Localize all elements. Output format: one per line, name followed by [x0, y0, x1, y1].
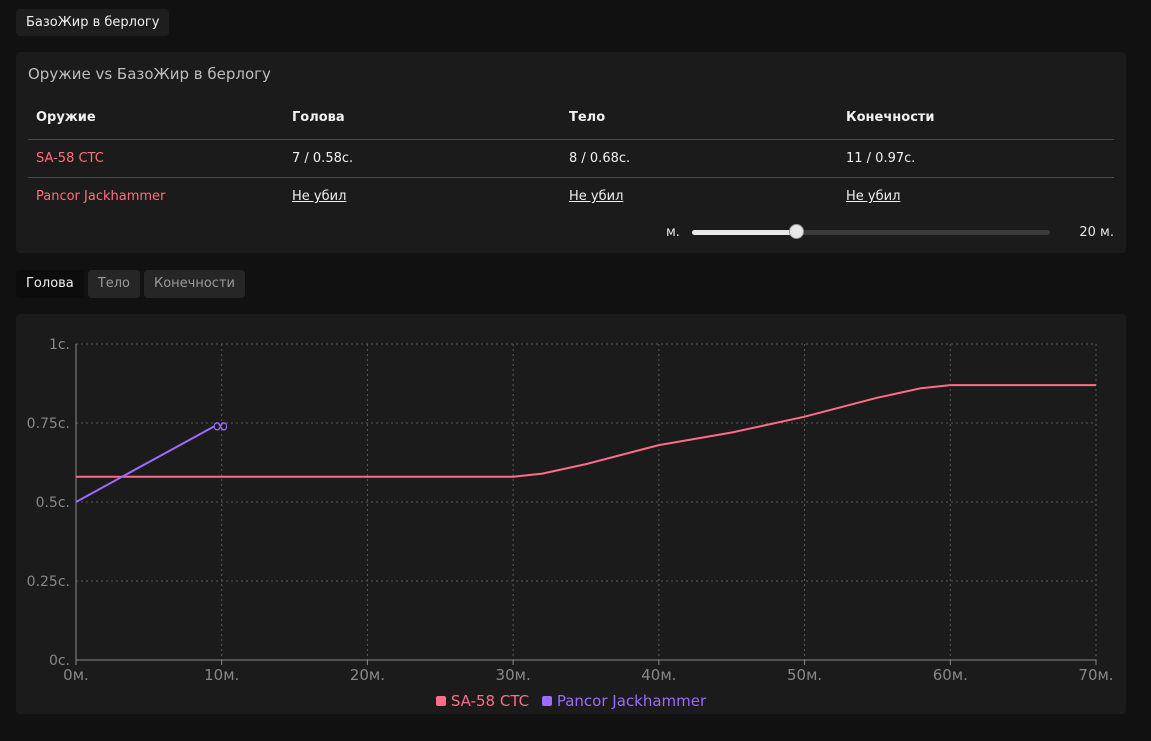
column-header-body: Тело	[561, 95, 838, 140]
range-value-label: 20 м.	[1079, 225, 1114, 240]
legend-item-jackhammer[interactable]: Pancor Jackhammer	[541, 692, 707, 710]
not-killed-link-body[interactable]: Не убил	[569, 189, 624, 204]
y-tick-label: 0с.	[49, 653, 70, 669]
time-to-kill-chart-panel: 0м. 10м. 20м. 30м. 40м. 50м. 60м. 70м. 0с. 0.25с.…	[16, 314, 1126, 714]
x-tick-label: 40м.	[641, 666, 676, 684]
x-tick-label: 70м.	[1078, 666, 1113, 684]
head-value-cell: Не убил	[284, 178, 561, 216]
limbs-value: 11 / 0.97с.	[838, 139, 1114, 178]
table-header-row: Оружие Голова Тело Конечности	[28, 95, 1114, 140]
body-value: 8 / 0.68с.	[561, 139, 838, 178]
column-header-limbs: Конечности	[838, 95, 1114, 140]
x-tick-label: 10м.	[204, 666, 239, 684]
legend-label-sa58: SA-58 CTC	[450, 692, 530, 710]
legend-swatch-jackhammer	[541, 696, 552, 706]
x-tick-label: 20м.	[350, 666, 385, 684]
series-line-jackhammer	[75, 425, 215, 503]
chart-legend: SA-58 CTC Pancor Jackhammer	[16, 692, 1126, 710]
not-killed-link-head[interactable]: Не убил	[292, 189, 347, 204]
tab-body[interactable]: Тело	[87, 270, 140, 298]
weapon-comparison-panel: Оружие vs БазоЖир в берлогу Оружие Голов…	[16, 52, 1126, 253]
time-to-kill-chart: 0м. 10м. 20м. 30м. 40м. 50м. 60м. 70м. 0с. 0.25с.…	[27, 337, 1114, 684]
series-line-sa58	[76, 384, 1096, 478]
x-tick-label: 0м.	[63, 666, 89, 684]
x-tick-label: 50м.	[787, 666, 822, 684]
y-tick-label: 0.5с.	[36, 495, 70, 511]
hit-zone-tabs: Голова Тело Конечности	[16, 270, 249, 298]
distance-slider-thumb[interactable]	[788, 224, 804, 239]
x-tick-label: 60м.	[933, 666, 968, 684]
y-tick-label: 1с.	[49, 337, 70, 353]
range-unit-label: м.	[666, 225, 680, 240]
infinity-marker: ∞	[211, 414, 229, 439]
table-row: Pancor Jackhammer Не убил Не убил Не уби…	[28, 178, 1114, 216]
legend-swatch-sa58	[435, 696, 446, 706]
head-value: 7 / 0.58с.	[284, 139, 561, 178]
distance-slider-fill	[692, 230, 796, 235]
x-tick-label: 30м.	[496, 666, 531, 684]
column-header-head: Голова	[284, 95, 561, 140]
distance-range-row: м. 20 м.	[16, 222, 1126, 242]
page-title-chip: БазоЖир в берлогу	[16, 9, 170, 36]
weapon-name: Pancor Jackhammer	[36, 189, 166, 204]
weapon-name: SA-58 CTC	[28, 139, 284, 178]
body-value-cell: Не убил	[561, 178, 838, 216]
legend-item-sa58[interactable]: SA-58 CTC	[435, 692, 530, 710]
damage-table: Оружие Голова Тело Конечности SA-58 CTC …	[28, 95, 1114, 215]
limbs-value-cell: Не убил	[838, 178, 1114, 216]
distance-slider-track[interactable]	[692, 224, 1050, 239]
not-killed-link-limbs[interactable]: Не убил	[846, 189, 901, 204]
y-tick-label: 0.25с.	[27, 574, 70, 590]
tab-head[interactable]: Голова	[16, 270, 84, 298]
table-row: SA-58 CTC 7 / 0.58с. 8 / 0.68с. 11 / 0.9…	[28, 139, 1114, 178]
legend-label-jackhammer: Pancor Jackhammer	[556, 692, 707, 710]
column-header-weapon: Оружие	[28, 95, 284, 140]
tab-limbs[interactable]: Конечности	[143, 270, 245, 298]
panel-title: Оружие vs БазоЖир в берлогу	[28, 65, 271, 83]
y-tick-label: 0.75с.	[27, 416, 70, 432]
